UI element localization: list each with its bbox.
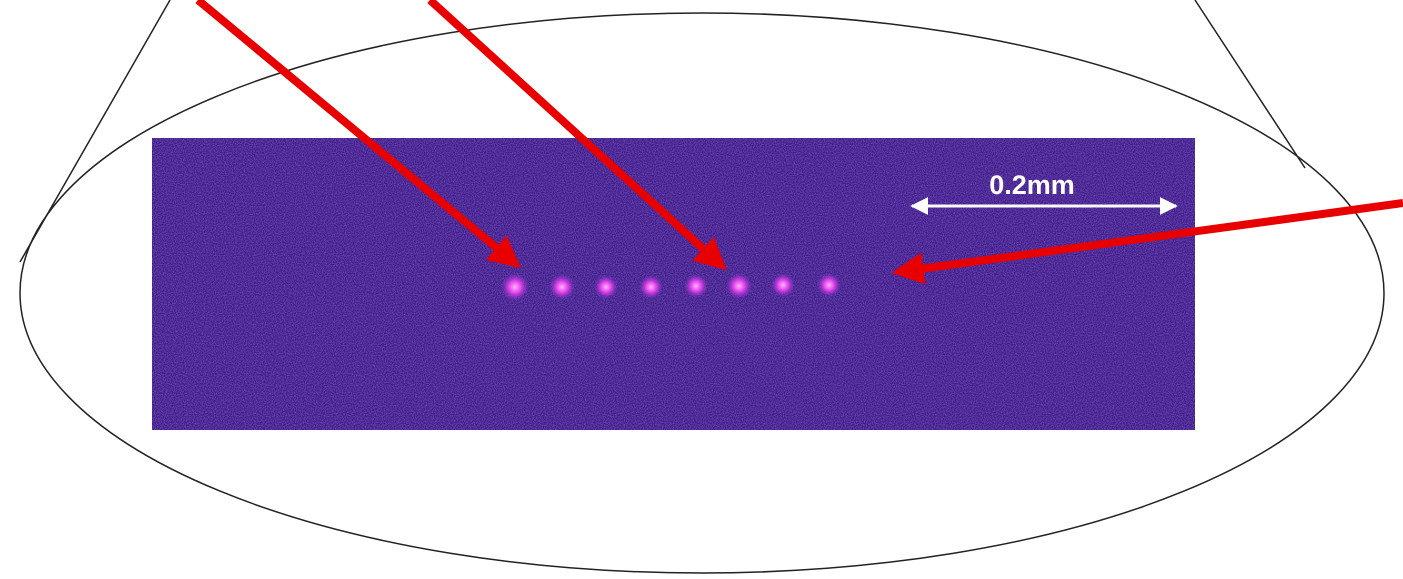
ion bbox=[549, 274, 575, 300]
ion bbox=[639, 275, 663, 299]
ion bbox=[771, 273, 795, 297]
ion bbox=[501, 273, 529, 301]
cone-line-right bbox=[1195, 0, 1305, 168]
page: 0.2mm (() => { const data = JSON.parse(d… bbox=[0, 0, 1403, 579]
ion bbox=[594, 275, 618, 299]
ion-image: 0.2mm bbox=[152, 138, 1195, 430]
ion bbox=[726, 273, 752, 299]
ion bbox=[684, 274, 708, 298]
diagram: 0.2mm bbox=[0, 0, 1403, 579]
scale-bar-label: 0.2mm bbox=[989, 170, 1075, 200]
ion bbox=[817, 273, 841, 297]
